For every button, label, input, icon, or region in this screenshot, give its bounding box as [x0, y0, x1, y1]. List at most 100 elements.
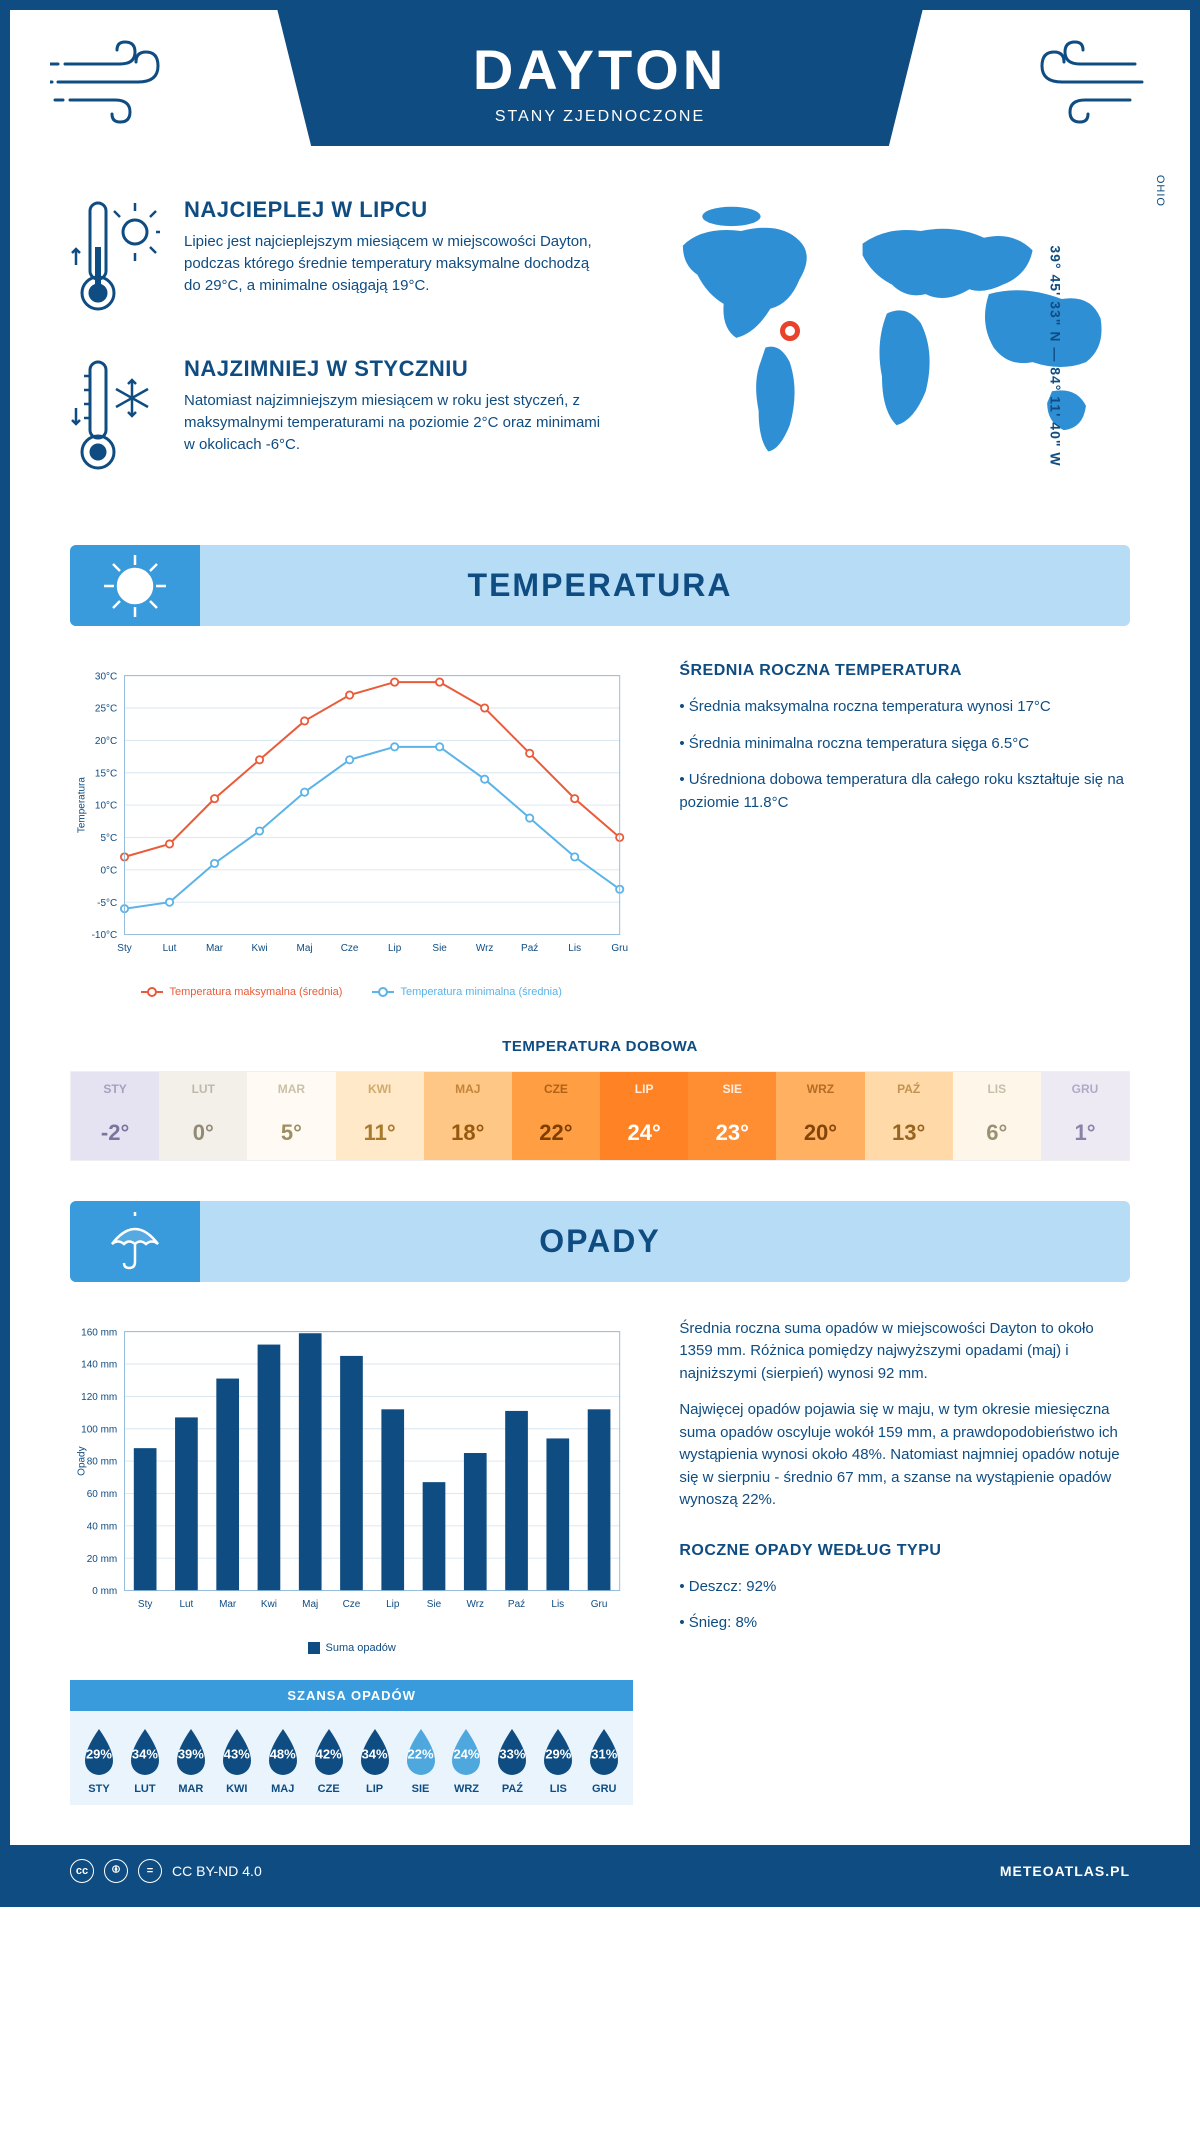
- chance-cell: 34%LUT: [122, 1727, 168, 1795]
- svg-text:30°C: 30°C: [95, 671, 117, 682]
- license: cc 🅯 = CC BY-ND 4.0: [70, 1859, 262, 1883]
- daily-temp-cell: MAR5°: [247, 1072, 335, 1160]
- coordinates: 39° 45' 33" N — 84° 11' 40" W: [1047, 245, 1063, 466]
- temperature-body: ŚREDNIA ROCZNA TEMPERATURA Średnia maksy…: [679, 662, 1130, 998]
- svg-text:Kwi: Kwi: [261, 1599, 277, 1610]
- chance-cell: 29%STY: [76, 1727, 122, 1795]
- precipitation-body: Średnia roczna suma opadów w miejscowośc…: [679, 1318, 1130, 1805]
- daily-temp-cell: GRU1°: [1041, 1072, 1129, 1160]
- intro-left: NAJCIEPLEJ W LIPCU Lipiec jest najcieple…: [70, 197, 604, 515]
- temp-bullet: Średnia minimalna roczna temperatura się…: [679, 733, 1130, 756]
- sun-icon: [70, 545, 200, 626]
- svg-text:Paź: Paź: [521, 943, 538, 954]
- site-name: METEOATLAS.PL: [1000, 1863, 1130, 1879]
- hottest-title: NAJCIEPLEJ W LIPCU: [184, 197, 604, 223]
- svg-text:10°C: 10°C: [95, 801, 117, 812]
- umbrella-icon: [70, 1201, 200, 1282]
- svg-text:Maj: Maj: [297, 943, 313, 954]
- chance-cell: 33%PAŹ: [489, 1727, 535, 1795]
- temperature-heading: TEMPERATURA: [70, 567, 1130, 604]
- daily-temp-cell: SIE23°: [688, 1072, 776, 1160]
- svg-text:100 mm: 100 mm: [81, 1424, 117, 1435]
- section-header-precipitation: OPADY: [70, 1201, 1130, 1282]
- chance-cell: 43%KWI: [214, 1727, 260, 1795]
- precip-type-bullet: Śnieg: 8%: [679, 1612, 1130, 1635]
- svg-text:Mar: Mar: [206, 943, 224, 954]
- svg-text:15°C: 15°C: [95, 768, 117, 779]
- chance-cell: 24%WRZ: [444, 1727, 490, 1795]
- svg-text:Gru: Gru: [591, 1599, 608, 1610]
- daily-temperature-table: TEMPERATURA DOBOWA STY-2°LUT0°MAR5°KWI11…: [70, 1038, 1130, 1161]
- daily-temp-cell: LUT0°: [159, 1072, 247, 1160]
- header-wrap: DAYTON STANY ZJEDNOCZONE: [10, 10, 1190, 147]
- svg-text:60 mm: 60 mm: [87, 1489, 118, 1500]
- legend-max: Temperatura maksymalna (średnia): [169, 986, 342, 998]
- cc-icon: cc: [70, 1859, 94, 1883]
- section-header-temperature: TEMPERATURA: [70, 545, 1130, 626]
- svg-text:Lut: Lut: [163, 943, 177, 954]
- chance-cell: 29%LIS: [535, 1727, 581, 1795]
- footer: cc 🅯 = CC BY-ND 4.0 METEOATLAS.PL: [10, 1845, 1190, 1897]
- chance-heading: SZANSA OPADÓW: [70, 1680, 633, 1711]
- temp-bullet: Uśredniona dobowa temperatura dla całego…: [679, 769, 1130, 814]
- chance-cell: 39%MAR: [168, 1727, 214, 1795]
- precip-p1: Średnia roczna suma opadów w miejscowośc…: [679, 1318, 1130, 1386]
- daily-temp-cell: CZE22°: [512, 1072, 600, 1160]
- svg-text:Lip: Lip: [388, 943, 402, 954]
- daily-temp-cell: MAJ18°: [424, 1072, 512, 1160]
- temp-bullet: Średnia maksymalna roczna temperatura wy…: [679, 696, 1130, 719]
- chance-cell: 31%GRU: [581, 1727, 627, 1795]
- precipitation-chance: SZANSA OPADÓW 29%STY34%LUT39%MAR43%KWI48…: [70, 1680, 633, 1805]
- thermometer-sun-icon: [70, 197, 160, 322]
- svg-text:-10°C: -10°C: [92, 930, 118, 941]
- svg-text:25°C: 25°C: [95, 704, 117, 715]
- infographic-page: DAYTON STANY ZJEDNOCZONE NAJCIEPLEJ W LI…: [0, 0, 1200, 1907]
- daily-temp-cell: LIP24°: [600, 1072, 688, 1160]
- daily-temp-cell: KWI11°: [336, 1072, 424, 1160]
- header-banner: DAYTON STANY ZJEDNOCZONE: [175, 9, 1025, 146]
- legend-precip: Suma opadów: [326, 1642, 396, 1654]
- hottest-block: NAJCIEPLEJ W LIPCU Lipiec jest najcieple…: [70, 197, 604, 322]
- daily-temp-cell: STY-2°: [71, 1072, 159, 1160]
- svg-text:0 mm: 0 mm: [92, 1586, 117, 1597]
- temp-body-heading: ŚREDNIA ROCZNA TEMPERATURA: [679, 662, 1130, 680]
- license-text: CC BY-ND 4.0: [172, 1863, 262, 1879]
- legend-min: Temperatura minimalna (średnia): [400, 986, 561, 998]
- daily-temp-heading: TEMPERATURA DOBOWA: [70, 1038, 1130, 1055]
- chance-cell: 34%LIP: [352, 1727, 398, 1795]
- svg-text:20°C: 20°C: [95, 736, 117, 747]
- precipitation-section: OPADY 0 mm20 mm40 mm60 mm80 mm100 mm120 …: [10, 1201, 1190, 1845]
- coldest-block: NAJZIMNIEJ W STYCZNIU Natomiast najzimni…: [70, 356, 604, 481]
- svg-text:Opady: Opady: [77, 1446, 88, 1475]
- svg-text:Lis: Lis: [568, 943, 581, 954]
- daily-temp-cell: PAŹ13°: [865, 1072, 953, 1160]
- city-name: DAYTON: [175, 37, 1025, 102]
- chance-cell: 42%CZE: [306, 1727, 352, 1795]
- precipitation-legend: Suma opadów: [70, 1642, 633, 1654]
- svg-text:0°C: 0°C: [100, 865, 117, 876]
- daily-temp-cell: LIS6°: [953, 1072, 1041, 1160]
- chance-cell: 22%SIE: [398, 1727, 444, 1795]
- svg-text:Wrz: Wrz: [476, 943, 494, 954]
- svg-text:Mar: Mar: [219, 1599, 237, 1610]
- svg-text:120 mm: 120 mm: [81, 1392, 117, 1403]
- svg-text:Sty: Sty: [117, 943, 131, 954]
- temperature-chart: -10°C-5°C0°C5°C10°C15°C20°C25°C30°CStyLu…: [70, 662, 633, 998]
- svg-text:Sie: Sie: [432, 943, 447, 954]
- precip-type-bullet: Deszcz: 92%: [679, 1576, 1130, 1599]
- world-map: OHIO 39° 45' 33" N — 84° 11' 40" W: [644, 197, 1130, 515]
- svg-text:20 mm: 20 mm: [87, 1554, 118, 1565]
- svg-text:40 mm: 40 mm: [87, 1521, 118, 1532]
- region-label: OHIO: [1154, 175, 1166, 207]
- svg-text:Lut: Lut: [179, 1599, 193, 1610]
- svg-text:Sie: Sie: [427, 1599, 442, 1610]
- svg-text:Sty: Sty: [138, 1599, 152, 1610]
- temperature-legend: Temperatura maksymalna (średnia) Tempera…: [70, 986, 633, 998]
- svg-text:Kwi: Kwi: [252, 943, 268, 954]
- svg-text:Maj: Maj: [302, 1599, 318, 1610]
- precipitation-chart: 0 mm20 mm40 mm60 mm80 mm100 mm120 mm140 …: [70, 1318, 633, 1805]
- svg-text:-5°C: -5°C: [97, 898, 117, 909]
- svg-text:Lip: Lip: [386, 1599, 400, 1610]
- coldest-text: Natomiast najzimniejszym miesiącem w rok…: [184, 390, 604, 455]
- svg-text:Lis: Lis: [551, 1599, 564, 1610]
